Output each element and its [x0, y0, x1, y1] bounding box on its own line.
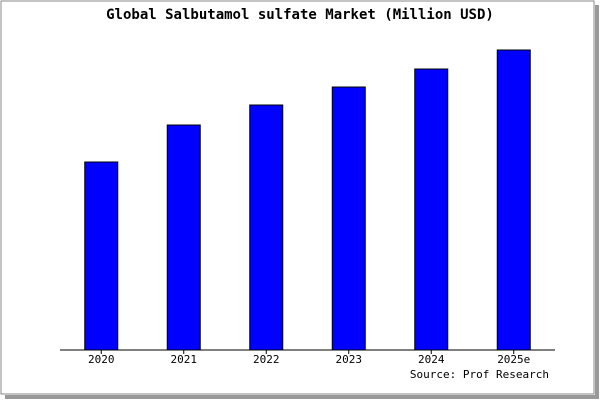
x-tick-label: 2022 [253, 353, 280, 366]
x-tick-label: 2024 [418, 353, 445, 366]
bar [166, 124, 201, 351]
shadow [5, 395, 599, 399]
bar [84, 161, 119, 351]
x-tick-label: 2021 [171, 353, 198, 366]
shadow [595, 5, 599, 399]
bar [249, 104, 284, 351]
source: Source: Prof Research [410, 368, 549, 381]
x-tick-label: 2023 [336, 353, 363, 366]
chart-title: Global Salbutamol sulfate Market (Millio… [106, 7, 494, 23]
bar [496, 49, 531, 351]
x-tick-label: 2020 [88, 353, 115, 366]
bar [414, 68, 449, 351]
bar [331, 86, 366, 351]
x-tick-label: 2025e [497, 353, 530, 366]
plot-area [60, 48, 555, 350]
